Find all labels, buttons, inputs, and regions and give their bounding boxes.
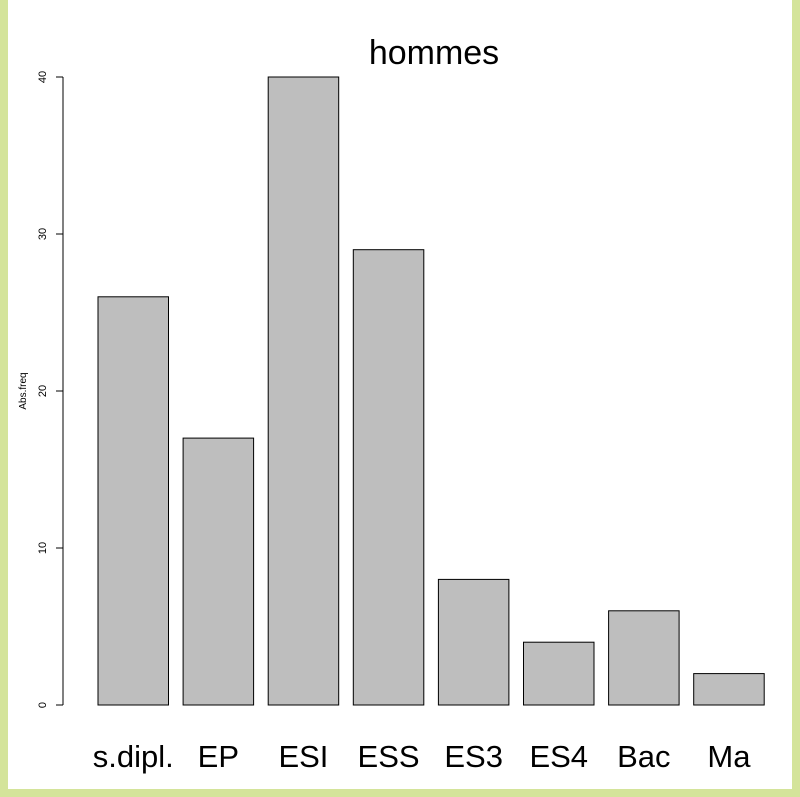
bar-chart: hommes Abs.freq 0 10 20 30 40 s.dipl. EP ESI ES…: [18, 34, 765, 774]
x-category-label: ES3: [444, 739, 503, 774]
y-axis-ticks: 0 10 20 30 40: [37, 71, 63, 708]
y-axis-label: Abs.freq: [18, 372, 29, 409]
y-tick-label: 40: [37, 71, 49, 83]
y-tick-label: 10: [37, 542, 49, 554]
bar-es4: [523, 641, 595, 706]
bars-group: [97, 76, 765, 706]
bar-ep: [182, 437, 255, 706]
y-tick-label: 0: [37, 702, 49, 708]
bar-s-dipl: [97, 296, 169, 706]
x-category-label: Bac: [617, 739, 670, 774]
bar-ma: [693, 673, 765, 706]
x-category-label: ESI: [278, 739, 328, 774]
bar-ess: [352, 249, 425, 706]
x-axis-labels: s.dipl. EP ESI ESS ES3 ES4 Bac Ma: [93, 739, 751, 774]
x-category-label: ESS: [358, 739, 420, 774]
chart-title: hommes: [369, 34, 499, 72]
x-category-label: ES4: [529, 739, 588, 774]
bar-bac: [608, 610, 680, 706]
plot-panel: hommes Abs.freq 0 10 20 30 40 s.dipl. EP ESI ES…: [8, 0, 792, 789]
x-category-label: EP: [198, 739, 239, 774]
x-category-label: s.dipl.: [93, 739, 174, 774]
y-tick-label: 30: [37, 228, 49, 240]
bar-esi: [267, 76, 340, 706]
x-category-label: Ma: [707, 739, 751, 774]
y-tick-label: 20: [37, 385, 49, 397]
bar-es3: [437, 578, 510, 706]
